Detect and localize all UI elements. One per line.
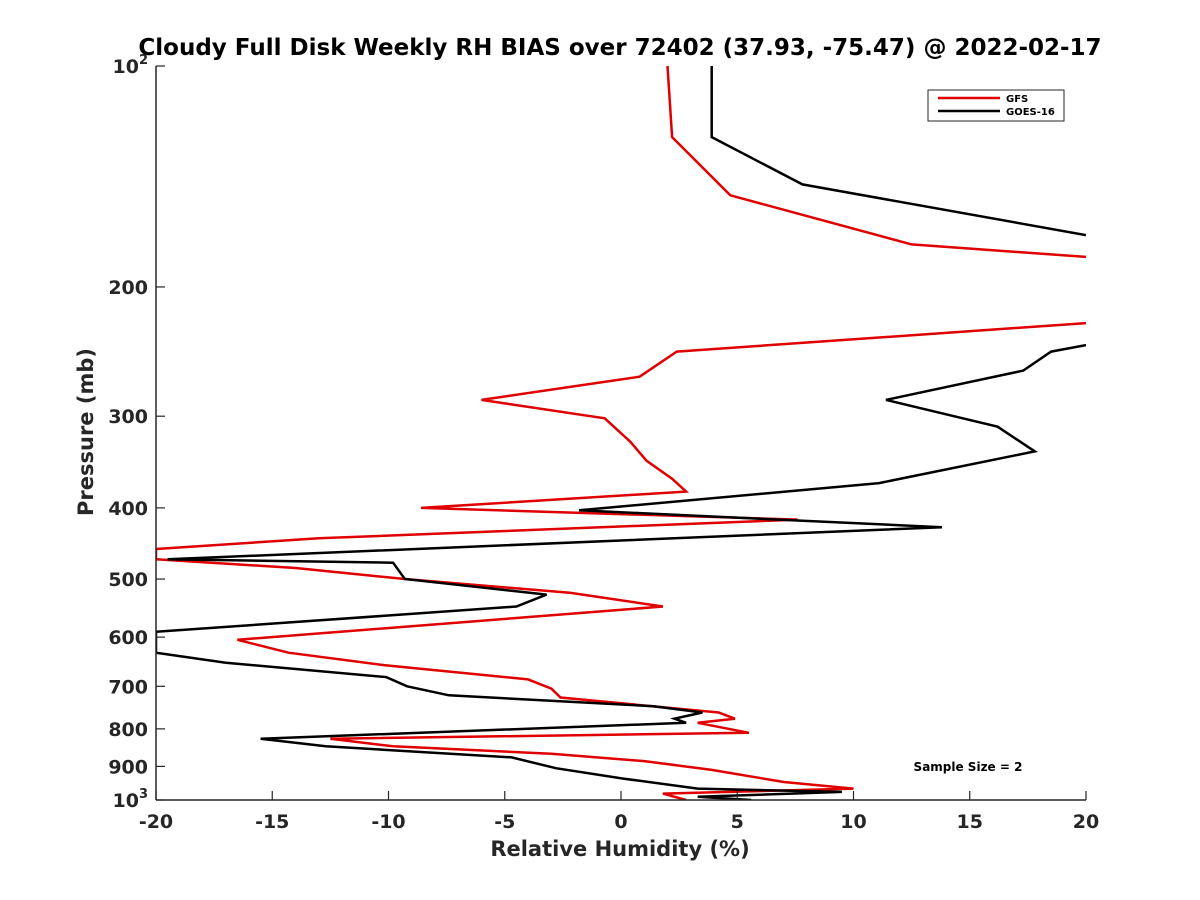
y-tick-label: 800 (108, 719, 148, 741)
y-tick-label: 900 (108, 756, 148, 778)
y-tick-label: 300 (108, 406, 148, 428)
x-tick-label: 5 (731, 811, 744, 833)
y-tick-label: 500 (108, 569, 148, 591)
series-line-gfs (156, 66, 1086, 800)
y-tick-label: 700 (108, 676, 148, 698)
x-tick-label: 20 (1073, 811, 1099, 833)
y-tick-label: 400 (108, 498, 148, 520)
x-tick-label: -20 (139, 811, 173, 833)
x-axis-label: Relative Humidity (%) (490, 837, 749, 861)
x-tick-label: -15 (255, 811, 289, 833)
y-tick-label: 600 (108, 627, 148, 649)
x-tick-label: 10 (840, 811, 866, 833)
y-tick-label: 103 (113, 787, 149, 812)
plot-area: -20 -15 -10 -5 0 5 10 15 20 102 200 300 400 500 600 700… (108, 53, 1099, 833)
x-tick-label: -10 (371, 811, 405, 833)
legend: GFS GOES-16 (927, 89, 1065, 122)
legend-label: GOES-16 (1006, 107, 1055, 118)
y-axis-label: Pressure (mb) (74, 348, 98, 516)
y-tick-label: 200 (108, 277, 148, 299)
y-tick-label: 102 (113, 53, 149, 78)
legend-label: GFS (1006, 94, 1028, 105)
x-tick-label: 15 (957, 811, 983, 833)
series-line-goes-16 (156, 66, 1086, 800)
x-tick-label: -5 (494, 811, 515, 833)
sample-size-annotation: Sample Size = 2 (914, 760, 1023, 774)
legend-box (927, 89, 1065, 122)
chart-title: Cloudy Full Disk Weekly RH BIAS over 724… (138, 35, 1101, 61)
x-tick-label: 0 (614, 811, 627, 833)
